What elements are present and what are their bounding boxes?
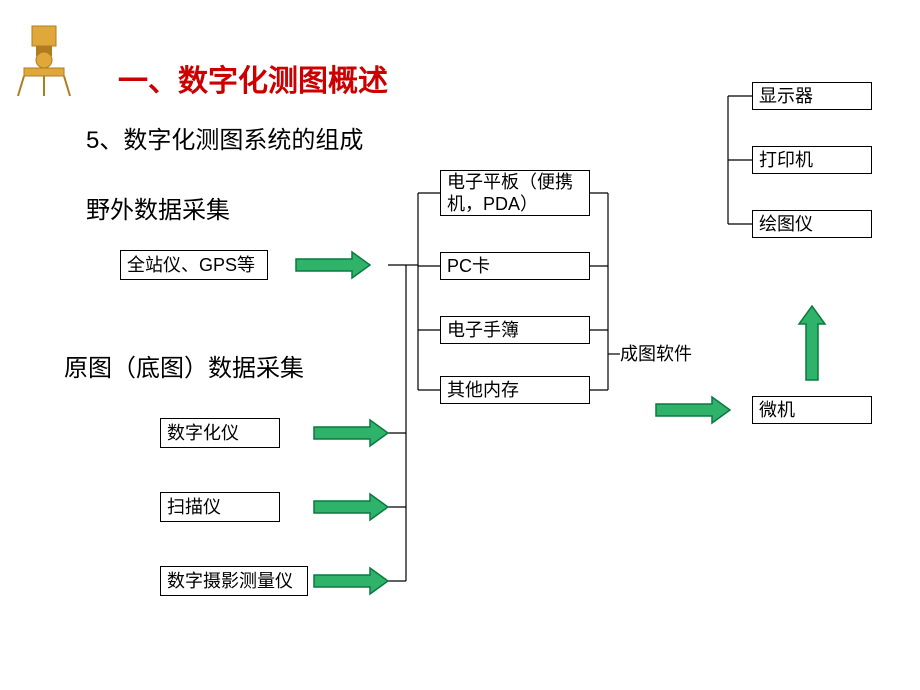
section-label-basemap: 原图（底图）数据采集	[64, 348, 304, 383]
theodolite-icon	[14, 18, 74, 98]
diagram-stage: 一、数字化测图概述 5、数字化测图系统的组成 野外数据采集 原图（底图）数据采集…	[0, 0, 920, 690]
node-electronic-notebook: 电子手簿	[440, 316, 590, 344]
node-plotter: 绘图仪	[752, 210, 872, 238]
node-microcomputer: 微机	[752, 396, 872, 424]
node-scanner: 扫描仪	[160, 492, 280, 522]
node-monitor: 显示器	[752, 82, 872, 110]
node-printer: 打印机	[752, 146, 872, 174]
node-photogrammetry: 数字摄影测量仪	[160, 566, 308, 596]
node-digitizer: 数字化仪	[160, 418, 280, 448]
slide-subtitle: 5、数字化测图系统的组成	[86, 120, 363, 155]
node-electronic-tablet: 电子平板（便携机，PDA）	[440, 170, 590, 216]
node-other-memory: 其他内存	[440, 376, 590, 404]
slide-title: 一、数字化测图概述	[118, 56, 388, 100]
label-mapping-software: 成图软件	[620, 340, 720, 368]
node-total-station: 全站仪、GPS等	[120, 250, 268, 280]
node-pc-card: PC卡	[440, 252, 590, 280]
section-label-field: 野外数据采集	[86, 190, 230, 225]
